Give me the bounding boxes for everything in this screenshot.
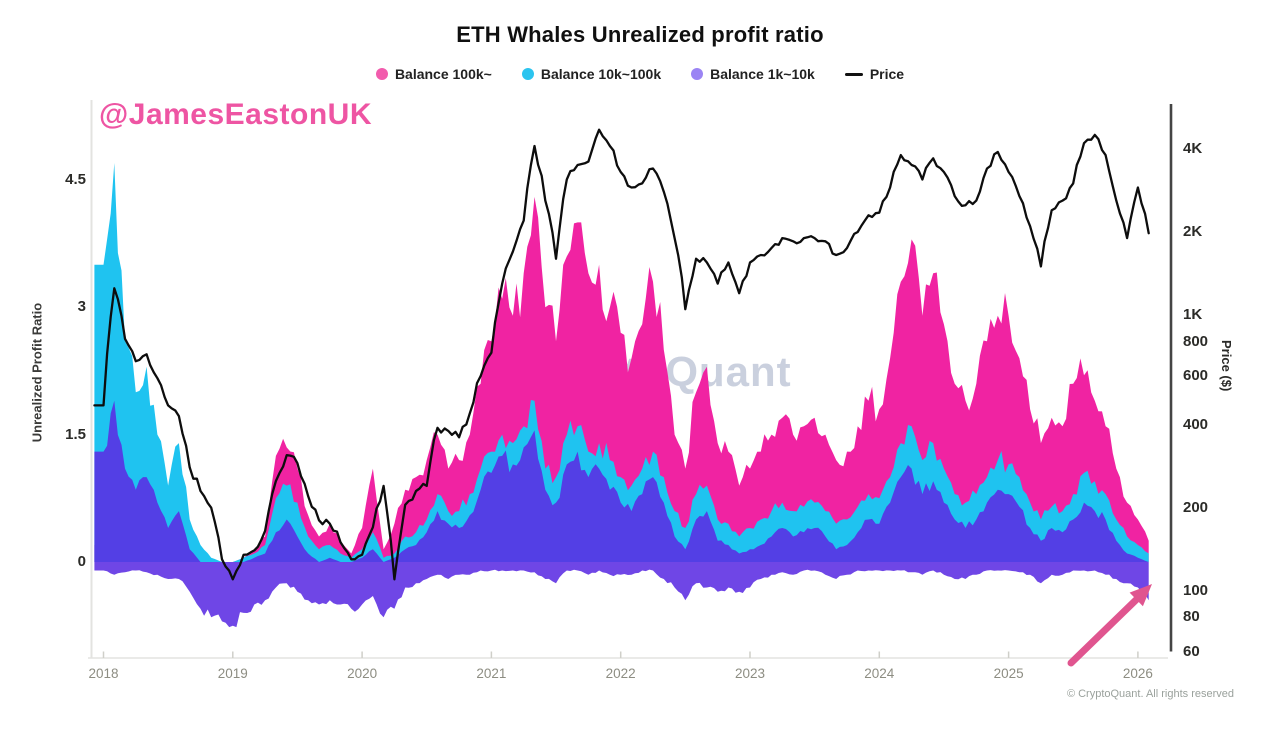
right-tick-label: 1K <box>1183 306 1203 323</box>
legend-swatch-pink <box>375 68 388 80</box>
left-tick-label: 3 <box>77 298 86 316</box>
x-tick-label: 2023 <box>734 666 766 681</box>
right-axis-title: Price ($) <box>1219 340 1234 392</box>
x-tick-label: 2026 <box>1122 666 1153 681</box>
right-tick-label: 200 <box>1183 498 1209 516</box>
legend-item-balance-10k-100k: Balance 10k~100k <box>521 66 662 82</box>
left-tick-label: 4.5 <box>65 170 86 188</box>
x-tick-label: 2020 <box>347 666 378 681</box>
legend-swatch-purple <box>691 68 704 80</box>
author-handle: @JamesEastonUK <box>99 98 373 131</box>
right-tick-label: 400 <box>1183 415 1209 433</box>
right-tick-label: 80 <box>1183 608 1200 626</box>
copyright-note: © CryptoQuant. All rights reserved <box>1066 688 1234 700</box>
legend-label: Price <box>869 66 905 82</box>
left-tick-label: 1.5 <box>65 425 86 443</box>
x-tick-label: 2025 <box>993 666 1024 681</box>
right-tick-label: 2K <box>1183 223 1203 240</box>
legend-label: Balance 1k~10k <box>710 66 815 82</box>
legend: Balance 100k~ Balance 10k~100k Balance 1… <box>0 66 1280 82</box>
x-tick-label: 2019 <box>217 666 248 681</box>
right-tick-label: 800 <box>1183 332 1209 350</box>
x-tick-label: 2018 <box>88 666 119 681</box>
legend-item-price: Price <box>844 66 905 82</box>
legend-swatch-cyan <box>521 68 534 80</box>
x-tick-label: 2024 <box>864 666 895 681</box>
legend-swatch-price-line <box>844 72 863 76</box>
right-tick-label: 600 <box>1183 367 1209 385</box>
legend-label: Balance 100k~ <box>394 66 492 82</box>
right-tick-label: 60 <box>1183 642 1200 660</box>
right-tick-label: 100 <box>1183 581 1209 599</box>
legend-item-balance-1k-10k: Balance 1k~10k <box>691 66 815 82</box>
left-tick-label: 0 <box>77 553 86 570</box>
x-tick-label: 2022 <box>605 666 636 681</box>
chart-title: ETH Whales Unrealized profit ratio <box>456 22 824 47</box>
legend-item-balance-100k: Balance 100k~ <box>375 66 492 82</box>
legend-label: Balance 10k~100k <box>540 66 662 82</box>
x-tick-label: 2021 <box>476 666 507 681</box>
right-tick-label: 4K <box>1183 140 1203 157</box>
annotation-arrow <box>1067 594 1142 667</box>
